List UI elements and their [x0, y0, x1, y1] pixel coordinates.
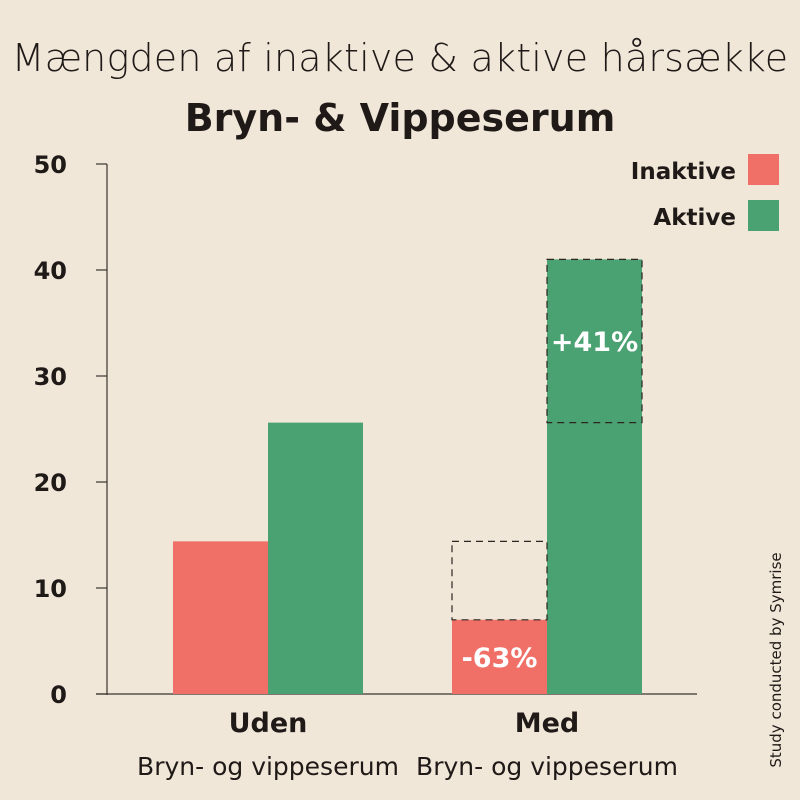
y-tick-label: 40: [34, 257, 67, 285]
bar-inaktive-med: [452, 619, 547, 694]
x-category-sublabel: Bryn- og vippeserum: [137, 752, 399, 781]
study-credit: Study conducted by Symrise: [767, 552, 785, 768]
y-tick-label: 30: [34, 363, 67, 391]
annotation-dashed-box: [451, 540, 548, 621]
annotation-label: +41%: [551, 327, 638, 358]
legend-label-aktive: Aktive: [653, 205, 736, 231]
chart-title: Mængden af inaktive & aktive hårsække: [11, 36, 789, 80]
bar-aktive-med: [547, 259, 642, 694]
y-tick-label: 50: [34, 151, 67, 179]
annotation-label: -63%: [462, 643, 538, 674]
x-category-label: Uden: [229, 708, 308, 739]
y-tick-label: 10: [34, 575, 67, 603]
annotation-dashed-box: [546, 258, 643, 424]
legend-swatch-inaktive: [748, 154, 779, 185]
bar-inaktive-uden: [173, 541, 268, 694]
chart-subtitle: Bryn- & Vippeserum: [184, 96, 616, 140]
y-tick-label: 20: [34, 469, 67, 497]
y-tick-label: 0: [50, 681, 67, 709]
x-category-label: Med: [515, 708, 580, 739]
x-category-sublabel: Bryn- og vippeserum: [416, 752, 678, 781]
bar-aktive-uden: [268, 422, 363, 694]
legend-swatch-aktive: [748, 200, 779, 231]
legend-label-inaktive: Inaktive: [631, 159, 736, 185]
